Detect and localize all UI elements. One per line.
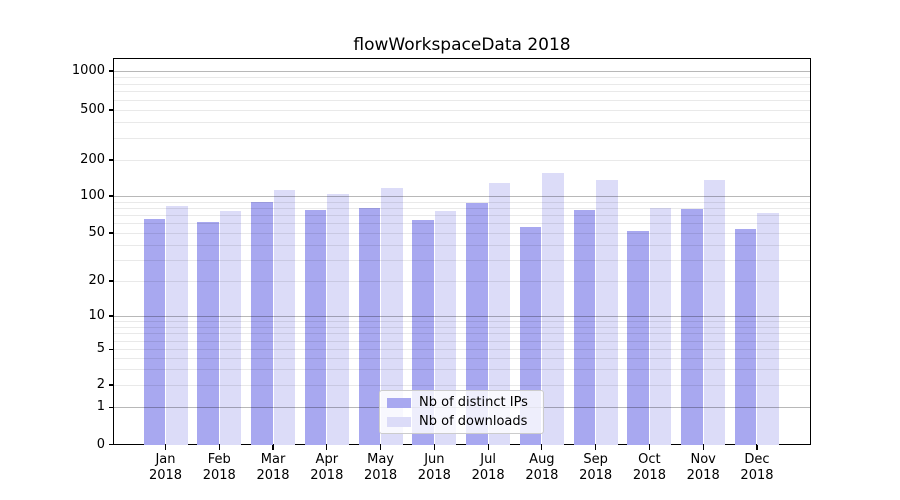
ytick-mark-500 xyxy=(108,109,114,111)
ytick-mark-200 xyxy=(108,159,114,161)
gridline-900 xyxy=(114,76,810,78)
ytick-label-10: 10 xyxy=(88,308,105,323)
xtick-mark-jan xyxy=(164,445,167,450)
ytick-label-200: 200 xyxy=(80,152,105,167)
gridline-500 xyxy=(114,110,810,111)
legend-label: Nb of distinct IPs xyxy=(419,394,528,410)
bar-ips-oct xyxy=(627,230,649,445)
gridline-200 xyxy=(114,160,810,161)
bar-ips-mar xyxy=(251,201,273,445)
gridline-800 xyxy=(114,83,810,85)
ytick-mark-1 xyxy=(108,406,114,408)
ytick-label-100: 100 xyxy=(80,188,105,203)
gridline-700 xyxy=(114,91,810,93)
ytick-mark-5 xyxy=(108,348,114,350)
xtick-mark-oct xyxy=(648,445,651,450)
ytick-mark-20 xyxy=(108,280,114,282)
gridline-300 xyxy=(114,137,810,139)
legend-row-0: Nb of distinct IPs xyxy=(387,394,535,410)
xtick-label-feb: Feb 2018 xyxy=(202,452,236,483)
xtick-label-aug: Aug 2018 xyxy=(525,452,559,483)
gridline-1000 xyxy=(114,71,810,72)
ytick-label-0: 0 xyxy=(96,436,105,452)
xtick-mark-jun xyxy=(433,445,435,450)
xtick-label-oct: Oct 2018 xyxy=(632,452,666,483)
bar-downloads-may xyxy=(381,187,403,445)
xtick-label-jul: Jul 2018 xyxy=(471,452,505,483)
gridline-400 xyxy=(114,122,810,124)
ytick-label-5: 5 xyxy=(96,341,105,357)
ytick-label-50: 50 xyxy=(88,225,105,240)
ytick-mark-0 xyxy=(108,444,114,446)
bar-downloads-jun xyxy=(434,210,457,445)
ytick-label-1: 1 xyxy=(96,399,105,415)
ytick-mark-2 xyxy=(108,384,114,386)
bar-downloads-nov xyxy=(703,180,726,445)
bar-downloads-jul xyxy=(488,183,511,445)
xtick-mark-feb xyxy=(218,445,220,450)
xtick-label-sep: Sep 2018 xyxy=(579,452,613,483)
bar-ips-jan xyxy=(143,218,165,445)
bar-ips-nov xyxy=(681,209,703,445)
bar-downloads-jan xyxy=(166,205,188,445)
bar-ips-sep xyxy=(573,209,596,445)
xtick-mark-jul xyxy=(487,445,489,450)
legend: Nb of distinct IPs Nb of downloads xyxy=(379,390,544,434)
bar-downloads-aug xyxy=(542,173,564,445)
chart-title: flowWorkspaceData 2018 xyxy=(353,35,571,55)
ytick-mark-1000 xyxy=(108,70,114,72)
ytick-mark-10 xyxy=(108,315,114,317)
legend-row-1: Nb of downloads xyxy=(387,413,535,429)
bar-ips-jul xyxy=(466,202,488,445)
ytick-mark-100 xyxy=(108,195,114,197)
xtick-label-dec: Dec 2018 xyxy=(740,452,774,483)
bar-downloads-mar xyxy=(273,190,296,445)
xtick-label-mar: Mar 2018 xyxy=(256,452,290,483)
xtick-label-apr: Apr 2018 xyxy=(310,452,344,483)
bar-downloads-feb xyxy=(219,211,242,445)
ytick-label-2: 2 xyxy=(96,377,105,392)
ytick-label-1000: 1000 xyxy=(71,63,105,78)
gridline-600 xyxy=(114,99,810,101)
bar-ips-feb xyxy=(197,222,219,445)
xtick-label-jun: Jun 2018 xyxy=(417,452,451,483)
xtick-mark-sep xyxy=(595,445,597,450)
xtick-mark-may xyxy=(379,445,382,450)
bar-downloads-dec xyxy=(757,212,779,445)
legend-swatch-icon xyxy=(387,416,411,427)
plot-area xyxy=(113,58,811,445)
xtick-mark-dec xyxy=(756,445,758,450)
xtick-mark-nov xyxy=(702,445,704,450)
xtick-mark-apr xyxy=(326,445,328,450)
xtick-mark-mar xyxy=(272,445,274,450)
legend-label: Nb of downloads xyxy=(419,413,528,429)
ytick-label-20: 20 xyxy=(88,273,105,288)
xtick-mark-aug xyxy=(541,445,543,450)
ytick-label-500: 500 xyxy=(80,102,105,117)
xtick-label-nov: Nov 2018 xyxy=(686,452,720,483)
xtick-label-jan: Jan 2018 xyxy=(148,452,183,483)
bar-downloads-apr xyxy=(327,193,349,445)
bar-ips-may xyxy=(358,207,381,445)
bar-ips-dec xyxy=(734,228,757,445)
legend-swatch-icon xyxy=(387,397,411,408)
xtick-label-may: May 2018 xyxy=(364,452,398,483)
bar-downloads-sep xyxy=(596,180,618,445)
bar-downloads-oct xyxy=(649,207,672,445)
ytick-mark-50 xyxy=(108,232,114,234)
bar-ips-apr xyxy=(304,209,327,445)
bar-ips-jun xyxy=(412,219,434,445)
